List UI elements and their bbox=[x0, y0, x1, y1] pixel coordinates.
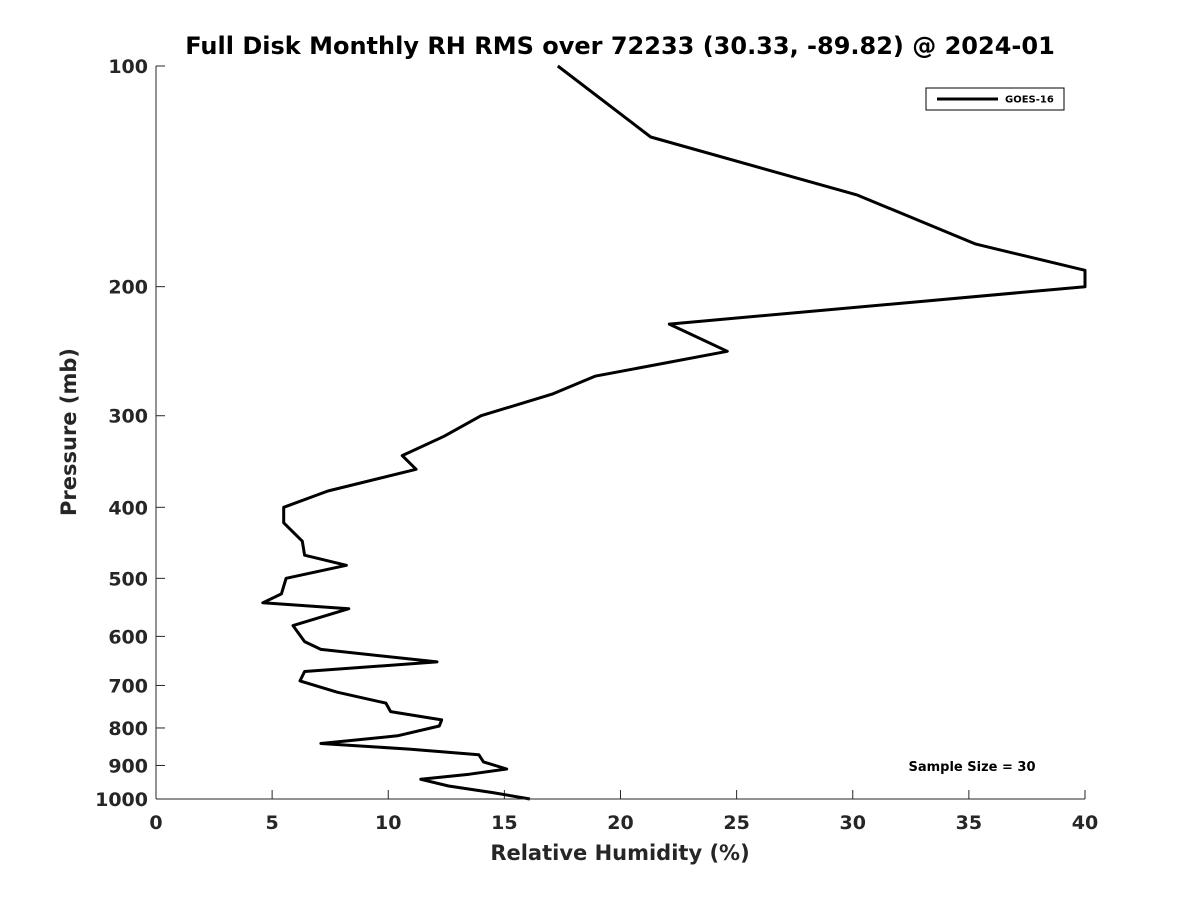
x-tick-label: 15 bbox=[491, 812, 517, 834]
y-axis: 100 200 300 400 500 600 700 800 900 1000 bbox=[95, 56, 165, 811]
chart-title: Full Disk Monthly RH RMS over 72233 (30.… bbox=[185, 32, 1055, 60]
x-tick-label: 0 bbox=[149, 812, 162, 834]
legend-label: GOES-16 bbox=[1005, 95, 1054, 106]
y-tick-label: 100 bbox=[108, 56, 148, 78]
x-axis-label: Relative Humidity (%) bbox=[490, 841, 749, 865]
x-axis: 0 5 10 15 20 25 30 35 40 bbox=[149, 790, 1098, 834]
y-tick-label: 600 bbox=[108, 626, 148, 648]
y-tick-label: 400 bbox=[108, 497, 148, 519]
x-tick-label: 20 bbox=[607, 812, 633, 834]
x-tick-label: 40 bbox=[1072, 812, 1098, 834]
y-tick-label: 700 bbox=[108, 675, 148, 697]
y-tick-label: 500 bbox=[108, 568, 148, 590]
y-tick-label: 800 bbox=[108, 718, 148, 740]
y-tick-label: 300 bbox=[108, 406, 148, 428]
y-tick-label: 1000 bbox=[95, 789, 148, 811]
sample-size-annotation: Sample Size = 30 bbox=[908, 760, 1035, 775]
x-tick-label: 30 bbox=[840, 812, 866, 834]
y-axis-label: Pressure (mb) bbox=[57, 348, 81, 516]
x-tick-label: 35 bbox=[956, 812, 982, 834]
x-tick-label: 25 bbox=[723, 812, 749, 834]
x-tick-label: 5 bbox=[266, 812, 279, 834]
plot-area: 100 200 300 400 500 600 700 800 900 1000 0 5 10 15 20… bbox=[95, 56, 1098, 834]
y-tick-label: 200 bbox=[108, 277, 148, 299]
x-tick-label: 10 bbox=[375, 812, 401, 834]
y-tick-label: 900 bbox=[108, 755, 148, 777]
series-line bbox=[261, 64, 1087, 801]
legend: GOES-16 bbox=[925, 87, 1065, 111]
